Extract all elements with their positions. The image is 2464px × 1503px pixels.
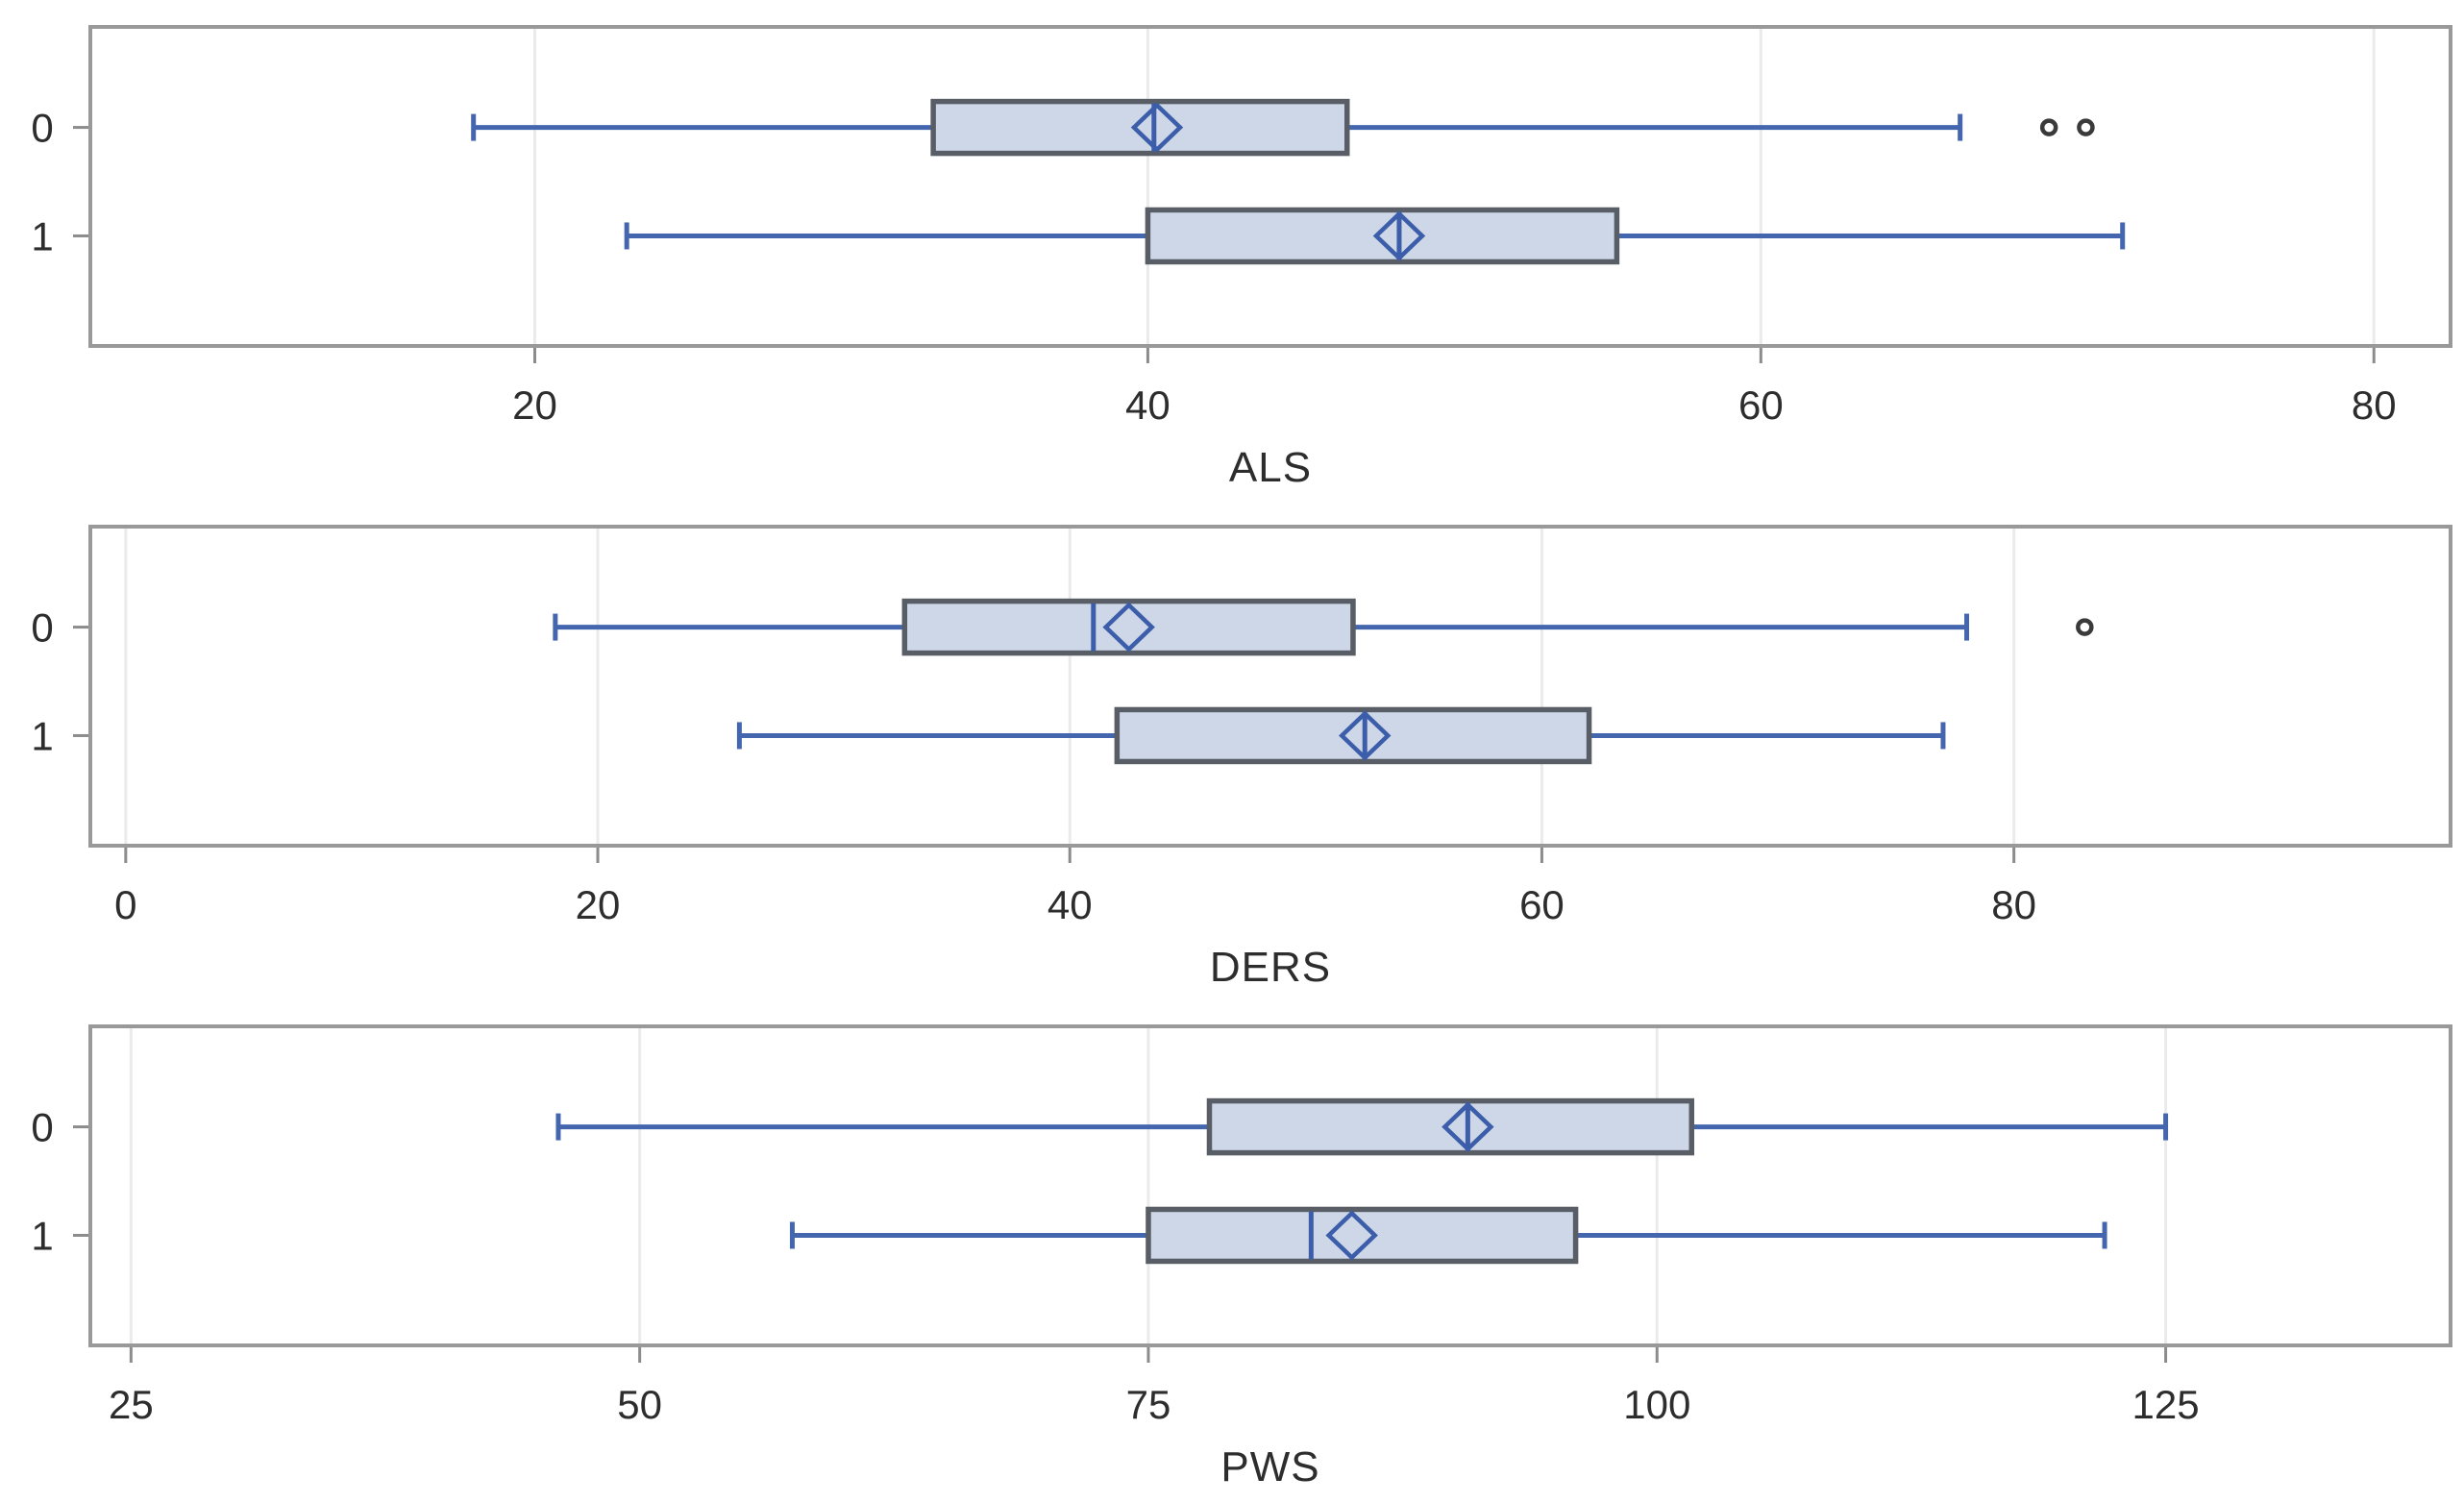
outlier-point [2039, 118, 2058, 136]
y-category-label: 0 [31, 1105, 53, 1150]
y-category-label: 0 [31, 605, 53, 651]
y-category-label: 1 [31, 213, 53, 259]
mean-diamond-icon [1325, 1210, 1378, 1261]
box-rect [1145, 207, 1620, 265]
mean-diamond-icon [1130, 102, 1184, 153]
x-axis-label-als: ALS [1228, 444, 1313, 491]
outlier-point [2077, 118, 2095, 136]
panel-pws: 25 50 75 100 125 0 1 PWS [0, 999, 2464, 1503]
y-category-label: 0 [31, 106, 53, 151]
x-tick-label: 60 [1738, 382, 1784, 428]
x-tick-label: 25 [109, 1382, 154, 1427]
x-tick-label: 80 [2352, 382, 2397, 428]
x-tick-label: 50 [617, 1382, 662, 1427]
plot-border [88, 25, 2452, 348]
boxplot-svg-als: 20 40 60 80 0 1 [31, 25, 2452, 428]
x-tick-label: 60 [1519, 882, 1565, 927]
x-axis-label-pws: PWS [1220, 1443, 1320, 1491]
boxplot-svg-pws: 25 50 75 100 125 0 1 [31, 1024, 2452, 1427]
x-tick-label: 75 [1126, 1382, 1171, 1427]
outlier-point [2076, 618, 2094, 636]
box-rect [930, 98, 1350, 157]
panel-als: 20 40 60 80 0 1 ALS [0, 0, 2464, 500]
x-tick-label: 20 [512, 382, 557, 428]
box-rect [1114, 706, 1592, 765]
mean-diamond-icon [1338, 710, 1392, 761]
mean-diamond-icon [1441, 1101, 1494, 1152]
mean-diamond-icon [1372, 210, 1426, 261]
plot-border [88, 525, 2452, 848]
x-axis-label-ders: DERS [1209, 944, 1332, 991]
x-tick-label: 125 [2132, 1382, 2200, 1427]
x-tick-label: 100 [1623, 1382, 1690, 1427]
x-tick-label: 20 [576, 882, 621, 927]
plot-border [88, 1024, 2452, 1347]
box-rect [901, 598, 1356, 656]
x-tick-label: 0 [114, 882, 136, 927]
boxplot-svg-ders: 0 20 40 60 80 0 1 [31, 525, 2452, 927]
x-tick-label: 40 [1047, 882, 1093, 927]
y-category-label: 1 [31, 1213, 53, 1258]
box-rect [1146, 1206, 1579, 1265]
panel-ders: 0 20 40 60 80 0 1 DERS [0, 500, 2464, 999]
box-rect [1206, 1097, 1695, 1156]
y-category-label: 1 [31, 713, 53, 758]
mean-diamond-icon [1102, 602, 1155, 653]
x-tick-label: 80 [1991, 882, 2036, 927]
x-tick-label: 40 [1125, 382, 1170, 428]
